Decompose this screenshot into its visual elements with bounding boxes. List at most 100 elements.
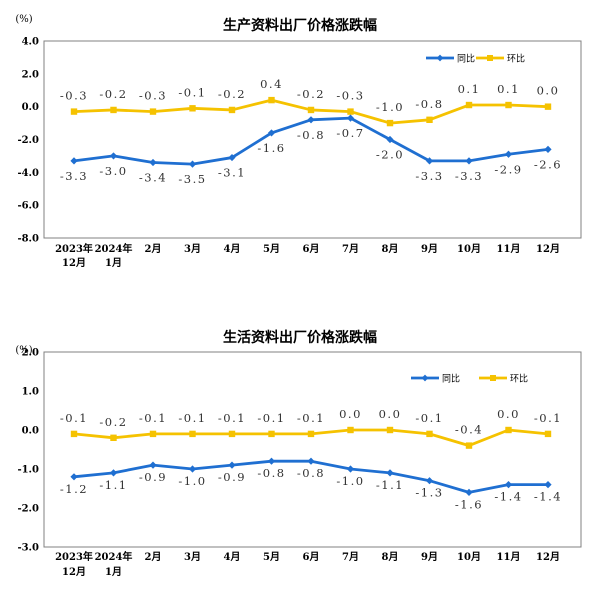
- data-point: [307, 106, 315, 114]
- x-tick-label: 11月: [497, 551, 521, 563]
- data-point: [426, 430, 433, 438]
- data-label: -3.3: [415, 169, 443, 183]
- y-tick-label: -3.0: [17, 543, 39, 554]
- data-point: [70, 108, 78, 115]
- x-tick-label: 2月: [145, 243, 162, 255]
- x-tick-label: 3月: [184, 551, 201, 563]
- data-point: [504, 481, 513, 489]
- data-label: -1.3: [415, 486, 443, 500]
- chart-2: 生活资料出厂价格涨跌幅 (%)2.0 1.0 0.0 -1.0 -2.0 -3.0 2023年…: [15, 329, 582, 578]
- data-point: [268, 430, 275, 438]
- legend-label: 环比: [510, 373, 528, 385]
- unit-label: (%): [15, 14, 32, 25]
- x-tick-label: 12月: [536, 551, 560, 563]
- data-point: [267, 457, 276, 465]
- plot-area-frame: [43, 351, 582, 548]
- y-tick-label: 1.0: [22, 387, 39, 398]
- x-tick-label: 1月: [105, 566, 122, 578]
- x-tick-label: 5月: [263, 551, 280, 563]
- data-point: [149, 430, 157, 438]
- x-tick-label: 12月: [62, 257, 86, 269]
- data-point: [307, 116, 315, 124]
- data-point: [544, 481, 552, 489]
- data-point: [426, 116, 433, 123]
- data-label: -0.8: [297, 128, 325, 142]
- data-point: [425, 157, 434, 165]
- data-label: -0.9: [139, 470, 167, 484]
- data-point: [307, 457, 315, 465]
- legend-label: 同比: [457, 53, 475, 65]
- y-tick-label: 2.0: [22, 69, 39, 80]
- data-point: [544, 430, 552, 438]
- x-tick-label: 8月: [382, 243, 399, 255]
- data-point: [268, 96, 275, 104]
- data-point: [544, 103, 552, 110]
- data-point: [110, 434, 117, 441]
- data-label: -0.8: [257, 466, 285, 480]
- x-tick-label: 1月: [105, 257, 122, 269]
- data-label: 0.4: [260, 77, 283, 91]
- data-point: [347, 426, 354, 434]
- x-tick-label: 7月: [342, 551, 359, 563]
- data-point: [504, 150, 513, 158]
- x-tick-label: 2023年: [55, 550, 93, 563]
- data-label: -0.1: [297, 411, 325, 425]
- data-label: -1.4: [534, 490, 562, 504]
- data-label: 0.0: [537, 84, 560, 98]
- data-label: -0.9: [218, 470, 246, 484]
- data-point: [347, 108, 354, 115]
- data-label: 0.0: [497, 407, 520, 421]
- data-label: -0.1: [218, 411, 246, 425]
- data-label: -0.2: [297, 87, 325, 101]
- y-tick-label: -2.0: [17, 504, 39, 515]
- data-label: 0.0: [379, 407, 402, 421]
- x-tick-label: 3月: [184, 243, 201, 255]
- data-label: -0.4: [455, 423, 483, 437]
- data-label: -0.3: [139, 89, 167, 103]
- data-label: -0.1: [178, 411, 206, 425]
- data-point: [188, 465, 197, 473]
- data-point: [109, 152, 118, 160]
- data-label: -0.2: [99, 87, 127, 101]
- data-point: [386, 135, 394, 144]
- x-tick-label: 10月: [457, 243, 481, 255]
- data-label: 0.1: [497, 82, 520, 96]
- legend-swatch-marker: [421, 374, 429, 382]
- x-tick-label: 9月: [421, 551, 438, 563]
- x-tick-label: 4月: [224, 551, 241, 563]
- data-label: -0.2: [218, 87, 246, 101]
- data-point: [465, 442, 473, 449]
- data-point: [149, 158, 157, 167]
- data-point: [70, 473, 78, 481]
- plot-area-frame: [43, 40, 582, 239]
- data-point: [110, 106, 117, 114]
- legend-label: 环比: [507, 53, 525, 65]
- legend-swatch-marker: [436, 54, 444, 62]
- data-label: -0.8: [415, 97, 443, 111]
- data-point: [189, 105, 196, 112]
- data-point: [505, 426, 512, 434]
- x-tick-label: 2023年: [55, 242, 93, 255]
- data-point: [228, 106, 236, 114]
- data-label: -0.3: [336, 89, 364, 103]
- data-label: -0.8: [297, 466, 325, 480]
- data-label: 0.1: [458, 82, 481, 96]
- data-label: -0.1: [60, 411, 88, 425]
- data-point: [149, 108, 157, 115]
- data-point: [109, 469, 118, 477]
- y-tick-label: -1.0: [17, 465, 39, 476]
- data-point: [346, 114, 355, 122]
- data-label: -3.0: [99, 164, 127, 178]
- data-label: -1.0: [336, 474, 364, 488]
- data-label: 0.0: [339, 407, 362, 421]
- data-point: [307, 430, 315, 438]
- data-label: -1.6: [257, 141, 285, 155]
- data-point: [386, 426, 394, 434]
- data-point: [544, 145, 552, 153]
- data-label: -1.0: [178, 474, 206, 488]
- y-tick-label: 2.0: [22, 348, 39, 359]
- y-tick-label: -8.0: [17, 234, 39, 245]
- x-tick-label: 6月: [303, 243, 320, 255]
- legend-swatch-marker: [490, 375, 496, 381]
